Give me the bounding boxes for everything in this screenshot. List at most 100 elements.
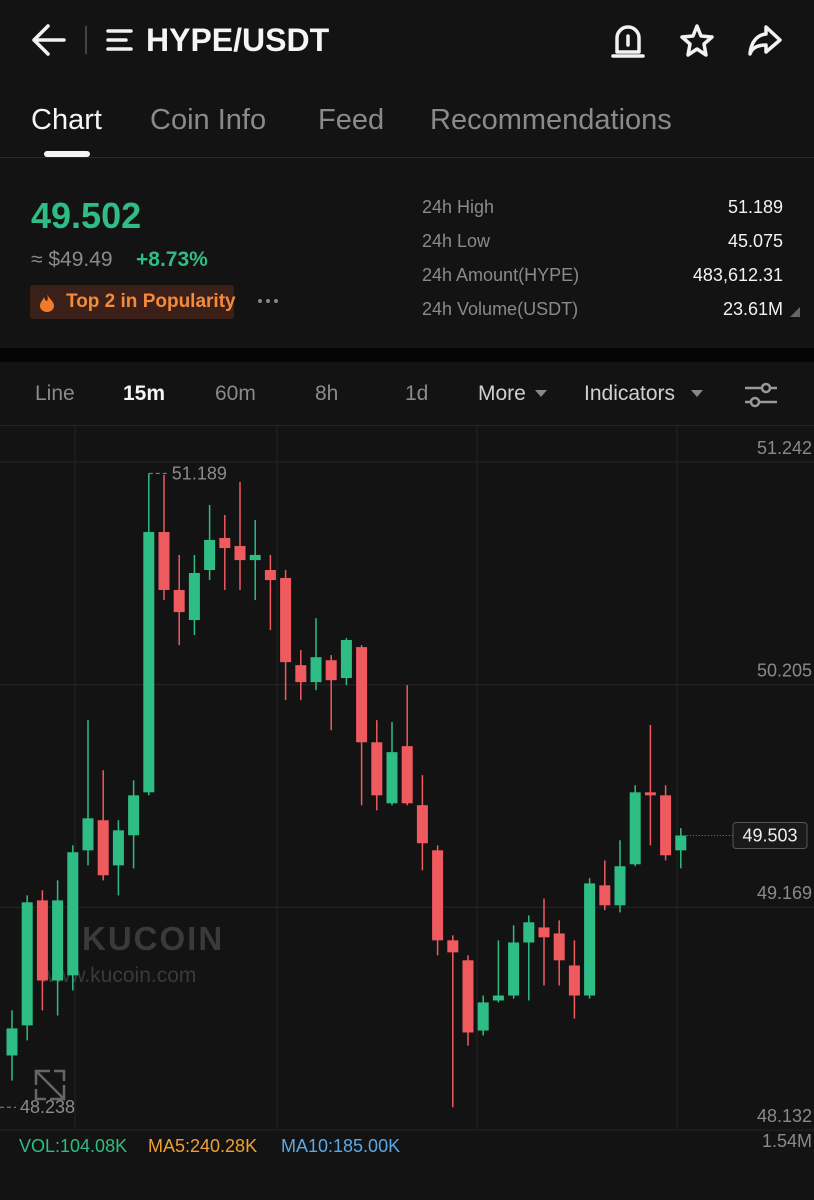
candle-body — [295, 665, 307, 683]
candle-body — [416, 805, 428, 844]
tab[interactable]: Chart — [31, 104, 102, 136]
candle-body — [112, 830, 124, 866]
share-icon[interactable] — [748, 25, 782, 56]
candle-body — [644, 792, 656, 796]
candle-body — [538, 927, 550, 938]
candle-body — [584, 883, 596, 996]
candle-body — [36, 900, 48, 981]
stat-label: 24h Volume(USDT) — [422, 299, 579, 319]
expand-icon[interactable] — [34, 1069, 66, 1101]
fiat-price: ≈ $49.49 — [31, 248, 113, 271]
y-tick-label: 49.169 — [757, 883, 812, 903]
menu-icon[interactable] — [106, 29, 133, 51]
stat-label: 24h Amount(HYPE) — [422, 265, 580, 285]
toolbar-item[interactable]: 8h — [315, 382, 339, 405]
candle-body — [158, 531, 170, 590]
candle-body — [553, 933, 565, 961]
favorite-icon[interactable] — [680, 24, 714, 57]
stat-triangle — [790, 307, 800, 317]
stat-value: 45.075 — [727, 231, 783, 251]
low-marker-label: 48.238 — [20, 1097, 75, 1117]
tab[interactable]: Feed — [318, 104, 385, 136]
candle-body — [523, 922, 535, 943]
candle-body — [264, 569, 276, 581]
candle-body — [6, 1028, 18, 1056]
y-tick-label: 50.205 — [757, 661, 812, 681]
volume-axis-label: 1.54M — [762, 1131, 812, 1151]
candle-body — [219, 537, 231, 549]
last-price-box — [732, 821, 808, 849]
candle-body — [401, 746, 413, 804]
candle-body — [492, 995, 504, 1001]
y-tick-label: 51.242 — [757, 438, 812, 458]
last-price-label: 49.503 — [742, 825, 797, 845]
candle-body — [629, 792, 641, 865]
candle-body — [234, 545, 246, 561]
candle-body — [82, 818, 94, 851]
candle-body — [325, 660, 337, 681]
candle-body — [568, 965, 580, 996]
dropdown-arrows — [535, 390, 703, 397]
candle-body — [371, 742, 383, 796]
alert-icon[interactable] — [611, 25, 645, 58]
tab[interactable]: Coin Info — [150, 104, 267, 136]
candle-body — [173, 589, 185, 613]
candle-body — [675, 835, 687, 851]
tab-underline — [44, 151, 90, 157]
stat-label: 24h Low — [422, 231, 491, 251]
candle-body — [508, 942, 520, 996]
toolbar-item[interactable]: Line — [35, 382, 75, 405]
candle-body — [614, 866, 626, 906]
flame-icon — [40, 294, 54, 312]
candle-body — [447, 940, 459, 953]
candle-body — [52, 900, 64, 981]
candle-body — [660, 795, 672, 856]
y-tick-label: 48.132 — [757, 1106, 812, 1126]
candle-body — [143, 531, 155, 793]
candle-body — [128, 795, 140, 836]
candle-body — [310, 657, 322, 683]
settings-icon[interactable] — [742, 380, 780, 410]
candle-body — [599, 885, 611, 906]
toolbar-item[interactable]: Indicators — [584, 382, 676, 405]
candle-body — [97, 820, 109, 876]
indicator-label: MA10:185.00K — [281, 1136, 400, 1156]
price-change: +8.73% — [136, 248, 208, 271]
candle-body — [340, 640, 352, 679]
stat-label: 24h High — [422, 197, 495, 217]
divider — [0, 157, 814, 158]
tab[interactable]: Recommendations — [430, 104, 672, 136]
candle-body — [462, 960, 474, 1033]
candle-body — [67, 852, 79, 976]
candle-body — [432, 850, 444, 941]
stat-value: 23.61M — [722, 299, 783, 319]
candle-body — [21, 902, 33, 1026]
more-dots[interactable] — [256, 296, 280, 306]
high-marker-label: 51.189 — [172, 463, 227, 483]
indicator-label: MA5:240.28K — [148, 1136, 257, 1156]
header-icons — [32, 24, 782, 58]
toolbar-item[interactable]: More — [478, 382, 526, 405]
back-icon[interactable] — [32, 24, 66, 56]
toolbar-item[interactable]: 15m — [123, 382, 166, 405]
badge-text: Top 2 in Popularity — [66, 291, 236, 312]
watermark-url: www.kucoin.com — [39, 964, 196, 987]
candle-body — [386, 752, 398, 804]
candle-body — [280, 577, 292, 663]
candle-body — [188, 573, 200, 621]
stat-value: 483,612.31 — [692, 265, 783, 285]
stat-value: 51.189 — [727, 197, 783, 217]
candlestick-chart: 51.242 50.205 49.169 48.132 KUCOIN www.kucoin… — [0, 425, 814, 1156]
section-band — [0, 348, 814, 362]
candle-body — [204, 539, 216, 570]
toolbar-item[interactable]: 1d — [405, 382, 429, 405]
watermark: KUCOIN — [82, 920, 224, 957]
candle-body — [477, 1002, 489, 1031]
divider — [0, 425, 814, 426]
indicator-label: VOL:104.08K — [19, 1136, 127, 1156]
pair-title[interactable]: HYPE/USDT — [146, 22, 330, 58]
toolbar-item[interactable]: 60m — [215, 382, 256, 405]
candle-body — [249, 554, 261, 561]
popularity-badge[interactable]: Top 2 in Popularity — [30, 285, 236, 319]
